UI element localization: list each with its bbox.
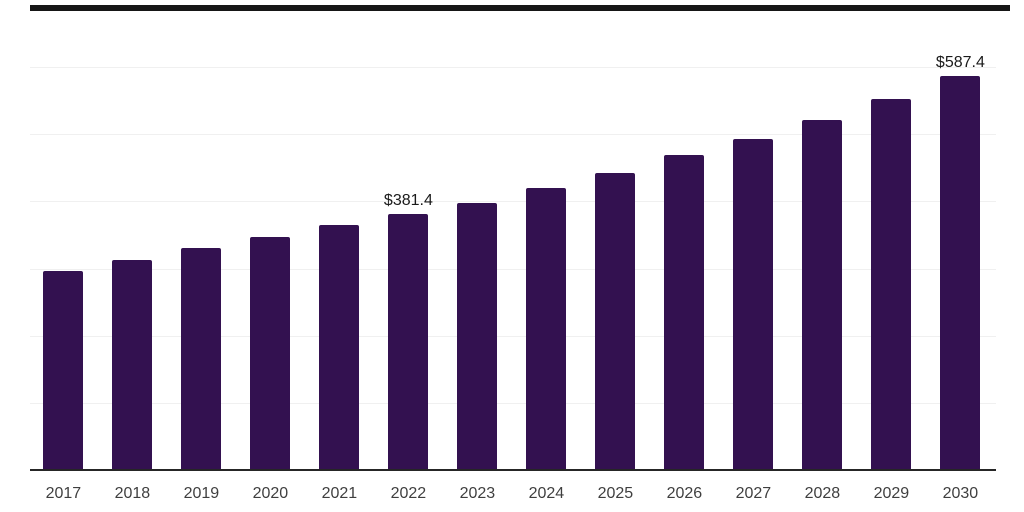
- bar-2029: [871, 99, 912, 470]
- x-tick-2018: 2018: [114, 485, 151, 502]
- x-tick-2020: 2020: [252, 485, 289, 502]
- bar-2025: [595, 172, 636, 470]
- x-tick-2025: 2025: [597, 485, 634, 502]
- gridline-400: [30, 201, 996, 203]
- bar-2018: [112, 260, 153, 470]
- gridline-100: [30, 402, 996, 404]
- gridline-200: [30, 335, 996, 337]
- x-tick-2021: 2021: [321, 485, 358, 502]
- bar-2028: [802, 119, 843, 470]
- x-tick-2027: 2027: [735, 485, 772, 502]
- bar-2020: [250, 236, 291, 470]
- chart-top-border: [30, 5, 1010, 11]
- x-axis-line: [30, 469, 996, 471]
- value-label-2022: $381.4: [383, 191, 433, 209]
- bar-2027: [733, 139, 774, 470]
- bar-2030: [940, 75, 981, 470]
- x-tick-2029: 2029: [873, 485, 910, 502]
- bar-2026: [664, 154, 705, 470]
- bar-2023: [457, 202, 498, 470]
- x-tick-2028: 2028: [804, 485, 841, 502]
- x-tick-2022: 2022: [390, 485, 427, 502]
- bar-2017: [43, 271, 84, 470]
- bar-2019: [181, 247, 222, 470]
- bar-2024: [526, 188, 567, 470]
- gridline-500: [30, 134, 996, 136]
- gridline-600: [30, 67, 996, 69]
- value-label-2030: $587.4: [935, 53, 985, 71]
- x-tick-2024: 2024: [528, 485, 565, 502]
- bar-2022: [388, 213, 429, 470]
- bar-2021: [319, 224, 360, 470]
- x-tick-2030: 2030: [942, 485, 979, 502]
- x-tick-2026: 2026: [666, 485, 703, 502]
- x-tick-2017: 2017: [45, 485, 82, 502]
- gridline-300: [30, 268, 996, 270]
- x-tick-2023: 2023: [459, 485, 496, 502]
- x-tick-2019: 2019: [183, 485, 220, 502]
